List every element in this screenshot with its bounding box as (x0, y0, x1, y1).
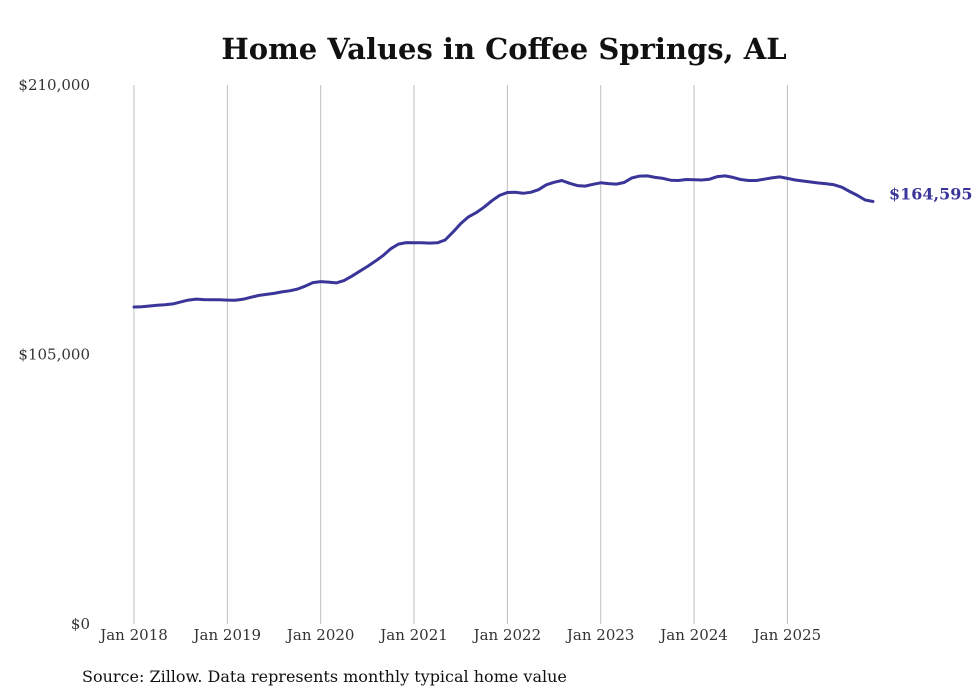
x-tick-label-7: Jan 2025 (752, 626, 822, 644)
x-axis-tick-labels: Jan 2018 Jan 2019 Jan 2020 Jan 2021 Jan 2022… (98, 626, 821, 644)
x-tick-label-3: Jan 2021 (378, 626, 448, 644)
y-axis-tick-labels: $0 $105,000 $210,000 (18, 76, 90, 633)
source-note: Source: Zillow. Data represents monthly … (82, 667, 567, 686)
vertical-gridlines (133, 85, 788, 624)
y-tick-label-1: $105,000 (18, 346, 90, 364)
x-tick-label-5: Jan 2023 (565, 626, 635, 644)
series-end-label-0: $164,595 (889, 185, 973, 204)
y-tick-label-2: $210,000 (18, 76, 90, 94)
y-tick-label-0: $0 (71, 615, 90, 633)
x-tick-label-6: Jan 2024 (658, 626, 728, 644)
x-tick-label-2: Jan 2020 (285, 626, 355, 644)
x-tick-label-0: Jan 2018 (98, 626, 168, 644)
series-layer: $164,595 (132, 174, 973, 309)
chart-title: Home Values in Coffee Springs, AL (221, 32, 786, 66)
series-line-0 (132, 174, 875, 309)
x-tick-label-1: Jan 2019 (192, 626, 262, 644)
x-tick-label-4: Jan 2022 (472, 626, 542, 644)
